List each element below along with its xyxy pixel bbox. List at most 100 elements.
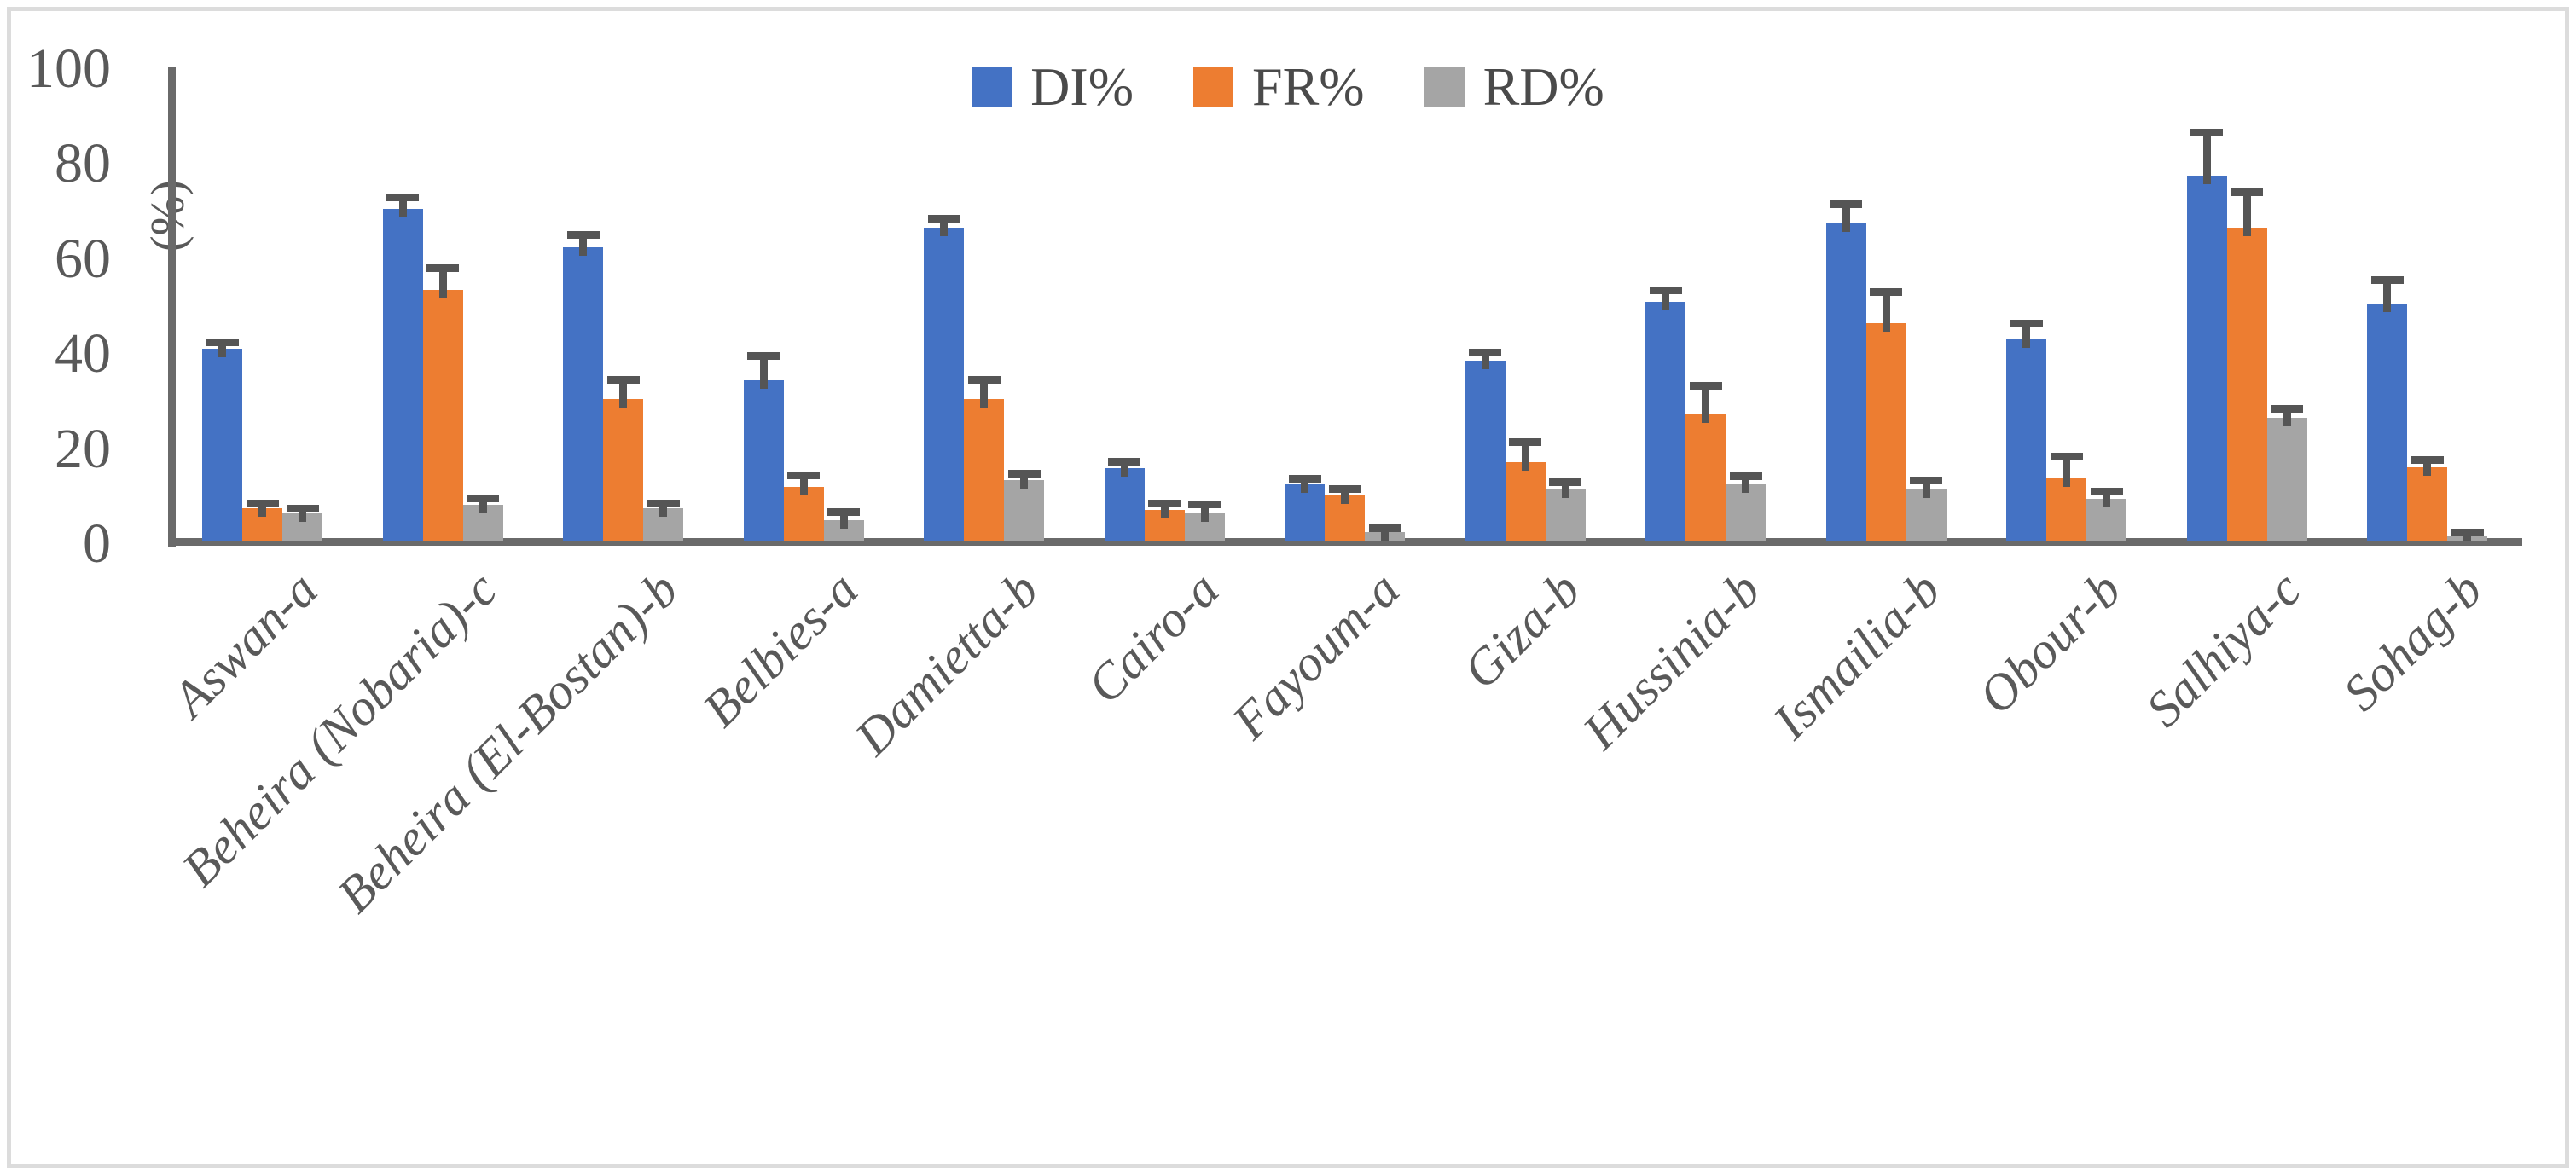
error-cap-rd-cairo-a [1188,501,1221,509]
error-whisker-fr-salhiya-c [2242,192,2251,237]
error-cap-di-hussinia-b [1649,287,1682,295]
error-cap-rd-salhiya-c [2271,404,2303,413]
error-whisker-di-cairo-a [1120,461,1128,477]
bar-fr-obour-b [2046,478,2086,541]
error-cap-rd-giza-b [1549,478,1581,487]
error-cap-fr-obour-b [2050,453,2083,461]
error-cap-di-cairo-a [1108,458,1140,466]
bar-fr-sohag-b [2407,466,2447,541]
y-axis-line [168,67,176,547]
error-cap-fr-aswan-a [246,499,279,507]
error-whisker-di-aswan-a [218,342,226,358]
error-whisker-fr-beheira-nobaria-c [438,268,447,298]
y-tick-label-80: 80 [55,132,111,195]
error-whisker-fr-giza-b [1521,442,1529,471]
error-whisker-di-damietta-b [940,218,948,237]
error-whisker-fr-ismailia-b [1882,292,1890,332]
error-whisker-fr-sohag-b [2423,460,2431,476]
bar-di-fayoum-a [1285,484,1325,541]
error-cap-di-damietta-b [927,214,960,223]
error-cap-fr-belbies-a [787,471,820,479]
error-whisker-rd-obour-b [2103,491,2110,507]
error-whisker-fr-aswan-a [258,503,266,517]
error-cap-fr-damietta-b [967,376,1001,385]
bar-rd-ismailia-b [1906,489,1947,541]
error-cap-di-belbies-a [747,352,780,361]
error-cap-fr-beheira-el-bostan-b [606,376,640,385]
bar-fr-belbies-a [783,486,824,541]
error-whisker-rd-damietta-b [1020,473,1028,489]
error-whisker-di-obour-b [2022,323,2030,349]
bar-fr-damietta-b [964,398,1004,541]
bar-fr-giza-b [1505,461,1546,541]
error-whisker-fr-beheira-el-bostan-b [619,379,627,408]
error-whisker-fr-cairo-a [1160,503,1169,518]
error-cap-di-sohag-b [2370,276,2404,285]
figure-border-frame [7,7,2569,1168]
error-whisker-fr-obour-b [2063,456,2070,487]
error-whisker-rd-fayoum-a [1381,528,1389,541]
bar-di-hussinia-b [1645,301,1685,541]
error-cap-fr-beheira-nobaria-c [426,264,459,273]
error-cap-rd-fayoum-a [1368,524,1401,532]
bar-di-belbies-a [743,379,784,541]
bar-fr-salhiya-c [2226,228,2267,541]
bar-rd-salhiya-c [2266,418,2307,541]
y-tick-label-20: 20 [55,417,111,480]
bar-di-damietta-b [924,228,964,541]
error-cap-di-salhiya-c [2190,129,2223,137]
y-tick-label-60: 60 [55,227,111,290]
error-whisker-rd-giza-b [1561,482,1569,498]
error-whisker-di-beheira-el-bostan-b [579,234,587,256]
error-cap-rd-aswan-a [286,504,319,512]
error-whisker-rd-cairo-a [1200,504,1209,522]
error-whisker-fr-belbies-a [799,475,808,495]
error-whisker-rd-sohag-b [2463,532,2471,541]
bar-di-cairo-a [1104,467,1145,541]
error-cap-di-beheira-nobaria-c [386,193,419,201]
error-cap-di-aswan-a [206,338,239,346]
error-whisker-rd-hussinia-b [1742,476,1749,494]
bar-di-ismailia-b [1825,223,1866,541]
error-cap-di-giza-b [1469,349,1501,357]
bar-rd-damietta-b [1004,479,1044,541]
error-cap-rd-ismailia-b [1910,477,1942,485]
error-whisker-di-belbies-a [759,356,768,389]
x-axis-line [168,538,2522,546]
bar-di-salhiya-c [2186,176,2227,541]
bar-di-beheira-nobaria-c [382,209,423,541]
error-whisker-rd-belbies-a [839,512,848,529]
error-cap-rd-beheira-nobaria-c [467,495,499,503]
error-whisker-fr-damietta-b [980,379,988,408]
error-cap-fr-sohag-b [2411,455,2444,464]
error-cap-di-ismailia-b [1830,200,1862,209]
y-tick-label-40: 40 [55,322,111,385]
error-whisker-rd-beheira-nobaria-c [479,498,487,514]
y-tick-label-100: 100 [26,38,111,100]
bar-di-aswan-a [202,349,242,541]
bar-di-giza-b [1465,361,1506,541]
error-cap-rd-obour-b [2090,488,2123,495]
bar-rd-giza-b [1545,489,1586,541]
error-whisker-di-fayoum-a [1301,478,1308,494]
error-whisker-rd-aswan-a [299,508,306,522]
error-cap-rd-beheira-el-bostan-b [647,499,680,507]
error-cap-di-fayoum-a [1288,474,1321,483]
error-whisker-di-hussinia-b [1662,290,1669,310]
error-cap-fr-hussinia-b [1689,382,1722,391]
error-whisker-di-salhiya-c [2202,132,2211,185]
error-cap-rd-belbies-a [827,507,860,516]
error-cap-di-beheira-el-bostan-b [566,231,600,240]
error-cap-rd-hussinia-b [1729,472,1762,480]
bar-fr-beheira-nobaria-c [422,289,463,541]
bar-fr-hussinia-b [1685,414,1726,541]
error-whisker-di-giza-b [1481,352,1489,370]
bar-di-sohag-b [2367,304,2407,541]
error-cap-fr-giza-b [1509,437,1541,446]
bar-rd-hussinia-b [1726,484,1766,541]
y-tick-label-0: 0 [83,512,111,575]
error-cap-fr-fayoum-a [1328,485,1361,494]
error-whisker-rd-beheira-el-bostan-b [659,503,667,517]
bar-fr-ismailia-b [1865,322,1906,541]
